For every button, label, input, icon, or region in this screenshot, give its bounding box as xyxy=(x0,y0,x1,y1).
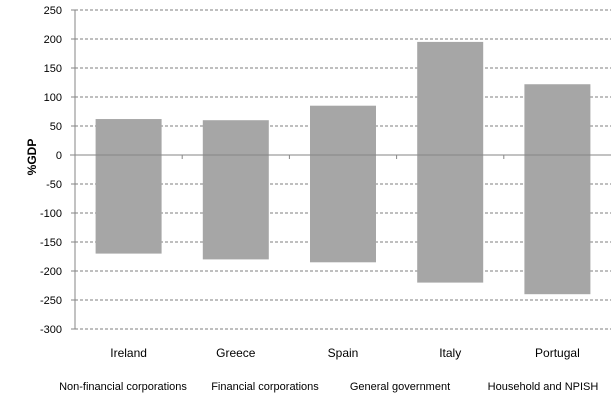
legend-entry: Household and NPISH xyxy=(488,381,599,393)
y-axis-label: %GDP xyxy=(25,139,39,176)
y-tick-label: 250 xyxy=(44,5,62,17)
y-tick-label: -100 xyxy=(40,208,62,220)
legend-entry: Non-financial corporations xyxy=(59,381,187,393)
category-label: Ireland xyxy=(110,346,147,360)
y-tick-label: 0 xyxy=(56,150,62,162)
axes xyxy=(70,9,611,330)
bars xyxy=(95,41,591,295)
y-tick-label: -200 xyxy=(40,266,62,278)
y-tick-label: -50 xyxy=(46,179,62,191)
y-tick-label: 200 xyxy=(44,34,62,46)
category-label: Greece xyxy=(216,346,256,360)
range-bar xyxy=(524,84,591,295)
y-tick-label: -250 xyxy=(40,295,62,307)
y-tick-label: 100 xyxy=(44,92,62,104)
legend: Non-financial corporations Financial corp… xyxy=(59,381,598,393)
y-tick-label: 50 xyxy=(50,121,62,133)
range-bar xyxy=(202,120,269,260)
y-tick-label: -150 xyxy=(40,237,62,249)
range-bar xyxy=(95,119,162,254)
legend-entry: General government xyxy=(350,381,450,393)
category-label: Italy xyxy=(439,346,461,360)
y-tick-label: 150 xyxy=(44,63,62,75)
range-bar xyxy=(417,41,484,283)
legend-entry: Financial corporations xyxy=(211,381,319,393)
range-bar xyxy=(310,105,376,263)
y-tick-labels: 250 200 150 100 50 0 -50 -100 -150 -200 -250 -300 xyxy=(40,5,62,336)
category-label: Spain xyxy=(328,346,359,360)
category-labels: Ireland Greece Spain Italy Portugal xyxy=(110,346,580,360)
category-label: Portugal xyxy=(535,346,580,360)
y-tick-label: -300 xyxy=(40,324,62,336)
